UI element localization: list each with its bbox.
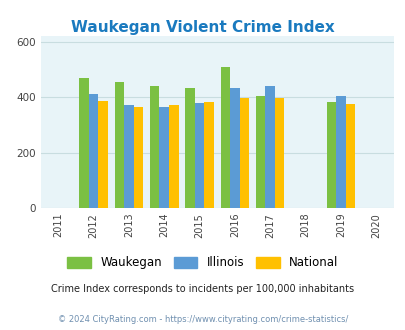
- Bar: [194, 103, 204, 208]
- Bar: [133, 108, 143, 208]
- Bar: [220, 67, 230, 208]
- Bar: [335, 96, 345, 208]
- Text: © 2024 CityRating.com - https://www.cityrating.com/crime-statistics/: © 2024 CityRating.com - https://www.city…: [58, 315, 347, 324]
- Bar: [326, 102, 335, 208]
- Bar: [89, 94, 98, 208]
- Bar: [239, 98, 249, 208]
- Bar: [345, 104, 354, 208]
- Text: Crime Index corresponds to incidents per 100,000 inhabitants: Crime Index corresponds to incidents per…: [51, 284, 354, 294]
- Bar: [159, 107, 168, 208]
- Bar: [149, 86, 159, 208]
- Bar: [265, 85, 274, 208]
- Bar: [255, 96, 265, 208]
- Bar: [230, 87, 239, 208]
- Text: Waukegan Violent Crime Index: Waukegan Violent Crime Index: [71, 20, 334, 35]
- Legend: Waukegan, Illinois, National: Waukegan, Illinois, National: [62, 252, 343, 274]
- Bar: [274, 98, 284, 208]
- Bar: [114, 82, 124, 208]
- Bar: [124, 106, 133, 208]
- Bar: [204, 102, 213, 208]
- Bar: [98, 101, 108, 208]
- Bar: [185, 87, 194, 208]
- Bar: [168, 105, 178, 208]
- Bar: [79, 78, 89, 208]
